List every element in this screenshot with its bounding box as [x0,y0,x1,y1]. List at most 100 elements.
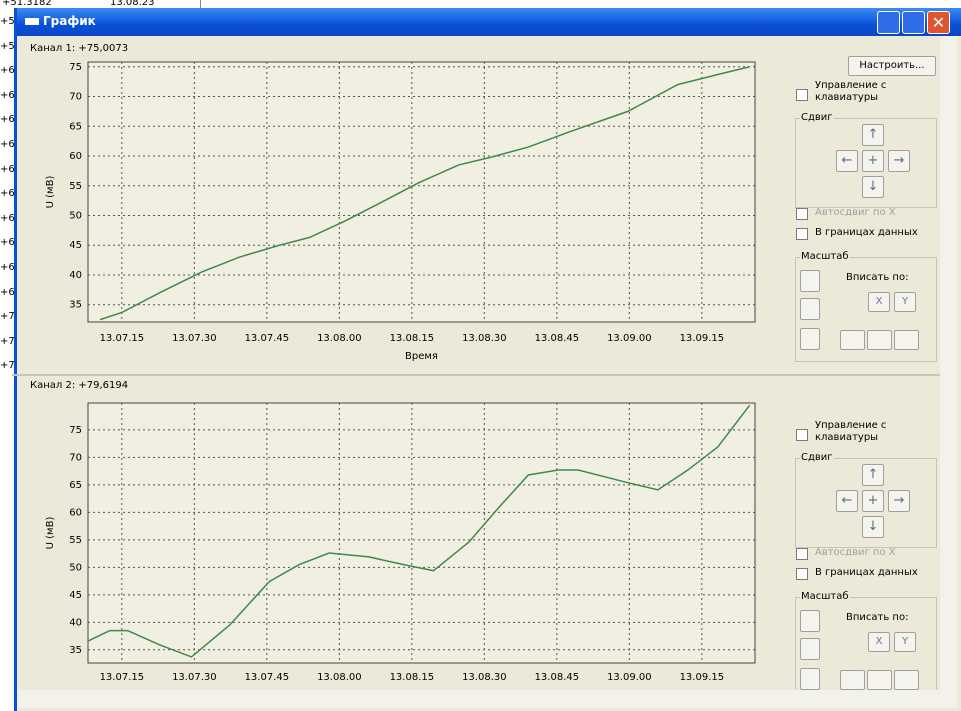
checkbox-label: Управление с клавиатуры [815,80,887,103]
settings-button[interactable]: Настроить... [848,56,936,76]
checkbox[interactable] [796,548,808,560]
list-cell: +7 [0,311,14,323]
x-tick-label: 13.09.15 [680,672,725,683]
checkbox[interactable] [796,228,808,240]
list-cell: +6 [0,163,14,175]
y-tick-label: 35 [69,300,82,311]
group-label: Сдвиг [800,452,834,463]
y-tick-label: 50 [69,211,82,222]
x-tick-label: 13.09.00 [607,333,652,344]
arrow-button[interactable]: + [862,150,884,172]
scale-button[interactable] [894,670,919,690]
checkbox[interactable] [796,208,808,220]
arrow-button[interactable]: ↓ [862,516,884,538]
fit-y-button[interactable]: Y [894,292,916,312]
arrow-button[interactable]: ↑ [862,464,884,486]
x-tick-label: 13.08.45 [535,333,580,344]
horizontal-scrollbar[interactable] [18,690,957,708]
x-tick-label: 13.08.30 [462,333,507,344]
list-cell: +6 [0,188,14,200]
scale-button[interactable] [840,330,865,350]
x-tick-label: 13.07.30 [172,672,217,683]
title-bar: График ✕ [17,8,961,36]
list-cell: +6 [0,286,14,298]
chart-title: Канал 1: +75,0073 [30,43,128,54]
scale-button[interactable] [840,670,865,690]
data-line [87,404,751,658]
group-label: Сдвиг [800,112,834,123]
y-tick-label: 55 [69,535,82,546]
plot-area [87,61,756,323]
arrow-button[interactable]: + [862,490,884,512]
checkbox[interactable] [796,568,808,580]
fit-label: Вписать по: [846,612,909,623]
x-tick-label: 13.08.45 [535,672,580,683]
arrow-button[interactable]: → [888,150,910,172]
x-tick-label: 13.08.15 [390,672,435,683]
plot-area [87,402,756,664]
y-tick-label: 55 [69,181,82,192]
group-label: Масштаб [800,251,850,262]
list-cell: +7 [0,360,14,372]
list-cell: +7 [0,335,14,347]
scale-button[interactable] [867,330,892,350]
checkbox-label: Управление с клавиатуры [815,420,887,443]
checkbox-label: Автосдвиг по X [815,207,896,218]
list-cell: +5 [0,16,14,27]
y-tick-label: 65 [69,480,82,491]
shift-group: Сдвиг [795,112,937,208]
fit-y-button[interactable]: Y [894,632,916,652]
y-tick-label: 45 [69,240,82,251]
window-title: График [43,14,96,28]
x-tick-label: 13.07.45 [245,333,290,344]
list-cell: +6 [0,65,14,77]
scale-button[interactable] [867,670,892,690]
y-tick-label: 40 [69,270,82,281]
y-tick-label: 75 [69,62,82,73]
maximize-button[interactable] [902,11,925,34]
close-button[interactable]: ✕ [927,11,950,34]
arrow-button[interactable]: ↓ [862,176,884,198]
y-tick-label: 50 [69,562,82,573]
x-tick-label: 13.09.15 [680,333,725,344]
x-tick-label: 13.08.00 [317,672,362,683]
checkbox-label: В границах данных [815,567,918,578]
arrow-button[interactable]: ↑ [862,124,884,146]
scale-button[interactable] [800,270,820,292]
scale-button[interactable] [800,298,820,320]
vertical-scrollbar[interactable] [940,36,957,690]
scale-button[interactable] [800,610,820,632]
x-tick-label: 13.08.00 [317,333,362,344]
scale-button[interactable] [800,668,820,690]
checkbox[interactable] [796,429,808,441]
x-tick-label: 13.07.15 [100,672,145,683]
checkbox-label: Автосдвиг по X [815,547,896,558]
scale-group: Масштаб [795,251,937,362]
list-cell: +6 [0,262,14,273]
arrow-button[interactable]: → [888,490,910,512]
checkbox[interactable] [796,89,808,101]
x-tick-label: 13.08.30 [462,672,507,683]
list-cell: +6 [0,139,14,150]
shift-group: Сдвиг [795,452,937,548]
arrow-button[interactable]: ← [836,490,858,512]
x-tick-label: 13.07.30 [172,333,217,344]
list-cell: +6 [0,237,14,249]
y-axis-title: U (мВ) [45,517,56,550]
scale-button[interactable] [800,328,820,350]
app-icon [25,18,39,25]
scale-button[interactable] [894,330,919,350]
y-tick-label: 70 [69,92,82,103]
separator [12,374,940,376]
y-tick-label: 65 [69,121,82,132]
scale-button[interactable] [800,638,820,660]
fit-x-button[interactable]: X [868,632,890,652]
y-tick-label: 60 [69,151,82,162]
list-cell: +51.3182 [2,0,52,8]
fit-x-button[interactable]: X [868,292,890,312]
minimize-button[interactable] [877,11,900,34]
arrow-button[interactable]: ← [836,150,858,172]
x-axis-title: Время [405,351,438,362]
